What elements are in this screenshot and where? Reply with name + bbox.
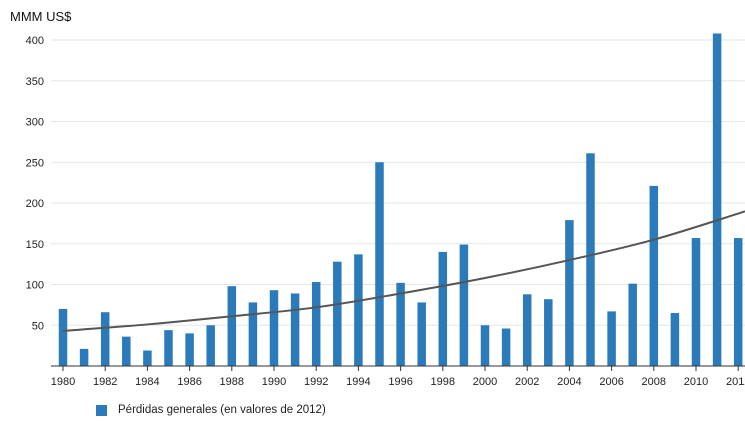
bar: [438, 251, 448, 366]
bar: [607, 311, 616, 366]
x-tick-label: 1980: [51, 376, 75, 388]
x-tick-label: 2000: [473, 376, 497, 388]
bar: [544, 299, 553, 366]
bar: [248, 302, 258, 366]
bar: [501, 328, 511, 366]
x-axis-tick-labels: 1980 1982 1984 1986 1988 1990 1992 1994 1996 1998…: [51, 376, 745, 388]
x-tick-label: 2008: [642, 376, 666, 388]
x-tick-label: 2006: [599, 376, 623, 388]
y-tick-label: 400: [26, 35, 44, 47]
x-tick-label: 2012: [726, 376, 745, 388]
y-axis-unit-label: MMM US$: [10, 9, 72, 24]
y-tick-label: 200: [26, 198, 44, 210]
bar: [206, 325, 215, 366]
bar: [691, 238, 701, 366]
x-tick-label: 1984: [135, 376, 159, 388]
x-tick-label: 2010: [684, 376, 708, 388]
x-tick-label: 1990: [262, 376, 286, 388]
bar: [375, 162, 384, 366]
bars: [58, 33, 743, 366]
x-tick-label: 1988: [220, 376, 244, 388]
y-tick-label: 100: [26, 280, 44, 292]
bar: [670, 313, 680, 366]
bar: [733, 238, 743, 366]
y-tick-label: 250: [26, 157, 44, 169]
bar: [333, 261, 342, 366]
bar: [649, 185, 659, 366]
bar: [100, 312, 110, 366]
bar: [417, 302, 426, 366]
legend-swatch: [96, 404, 107, 416]
bar: [290, 293, 300, 366]
bar: [58, 308, 68, 366]
y-tick-label: 300: [26, 117, 44, 129]
bar: [122, 336, 131, 366]
x-tick-label: 1998: [431, 376, 455, 388]
bar: [522, 294, 532, 366]
bar: [586, 153, 595, 366]
x-tick-label: 1986: [177, 376, 201, 388]
x-tick-label: 2002: [515, 376, 539, 388]
bar: [227, 286, 237, 366]
x-tick-label: 1982: [93, 376, 117, 388]
x-tick-label: 1994: [346, 376, 370, 388]
y-tick-label: 150: [26, 239, 44, 251]
bar: [164, 330, 173, 366]
bar: [396, 282, 405, 366]
bar: [628, 283, 637, 366]
bar: [143, 350, 152, 366]
bar: [311, 282, 321, 366]
x-axis-ticks: [62, 366, 739, 371]
x-tick-label: 1996: [388, 376, 412, 388]
y-axis-tick-labels: 50 100 150 200 250 300 350 400: [26, 35, 44, 332]
trend-line: [62, 210, 745, 332]
x-tick-label: 1992: [304, 376, 328, 388]
bar: [269, 290, 279, 366]
x-tick-label: 2004: [557, 376, 581, 388]
y-tick-label: 350: [26, 76, 44, 88]
bar: [185, 333, 194, 366]
bar: [354, 254, 363, 366]
bar: [565, 220, 574, 366]
y-tick-label: 50: [32, 320, 44, 332]
bar: [459, 244, 469, 366]
legend: Pérdidas generales (en valores de 2012): [96, 402, 326, 418]
bar: [480, 325, 490, 366]
legend-label: Pérdidas generales (en valores de 2012): [118, 404, 326, 416]
bar: [79, 348, 89, 366]
gridlines: [51, 39, 745, 326]
bar: [712, 33, 722, 366]
